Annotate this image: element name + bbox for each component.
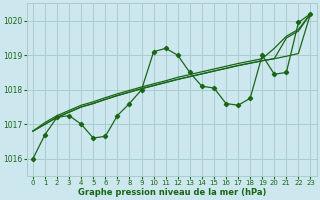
X-axis label: Graphe pression niveau de la mer (hPa): Graphe pression niveau de la mer (hPa) xyxy=(77,188,266,197)
